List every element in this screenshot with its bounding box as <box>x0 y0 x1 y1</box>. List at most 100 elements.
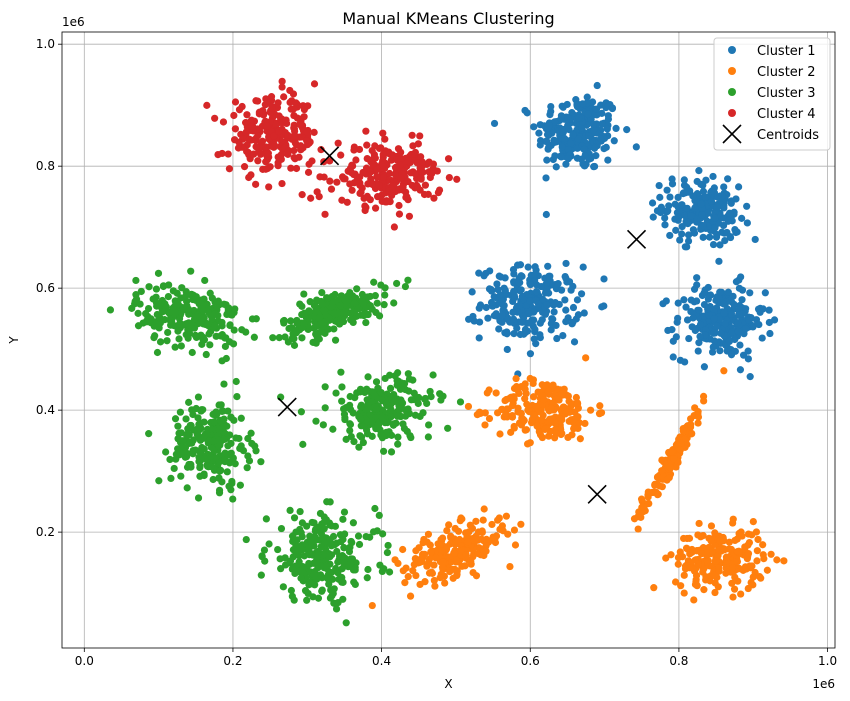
cluster-3-point <box>401 406 409 414</box>
cluster-3-point <box>196 463 204 472</box>
cluster-1-point <box>551 138 559 146</box>
cluster-4-point <box>284 146 292 155</box>
cluster-3-point <box>194 494 203 502</box>
cluster-3-point <box>403 427 411 436</box>
cluster-3-point <box>206 452 214 461</box>
cluster-3-point <box>389 421 398 429</box>
cluster-1-point <box>550 308 558 316</box>
centroid-markers <box>277 146 647 504</box>
cluster-3-point <box>325 552 334 561</box>
cluster-3-point <box>170 464 178 473</box>
cluster-1-point <box>668 326 676 334</box>
cluster-3-point <box>386 384 395 392</box>
cluster-2-point <box>744 549 753 558</box>
cluster-1-point <box>468 288 476 296</box>
cluster-4-point <box>395 210 404 218</box>
cluster-3-point <box>229 340 238 348</box>
cluster-3-point <box>330 585 338 593</box>
cluster-3-point <box>182 415 190 423</box>
cluster-1-point <box>691 204 699 212</box>
cluster-3-point <box>339 578 347 586</box>
cluster-3-point <box>339 515 347 523</box>
cluster-2-point <box>412 571 420 580</box>
cluster-2-point <box>725 538 733 546</box>
x-axis-offset-label: 1e6 <box>812 677 835 691</box>
cluster-2-point <box>691 556 699 564</box>
cluster-3-point <box>208 294 216 302</box>
cluster-3-point <box>310 519 318 527</box>
cluster-1-point <box>693 297 701 305</box>
cluster-2-point <box>472 572 481 580</box>
cluster-3-point <box>363 293 372 301</box>
cluster-4-point <box>280 93 288 101</box>
y-axis-offset-label: 1e6 <box>62 15 85 29</box>
cluster-2-point <box>532 402 540 411</box>
cluster-3-point <box>134 309 142 317</box>
cluster-4-point <box>352 156 360 164</box>
cluster-3-point <box>368 305 376 313</box>
cluster-3-point <box>174 422 182 430</box>
cluster-2-point <box>514 404 522 412</box>
cluster-3-point <box>340 544 348 552</box>
cluster-3-point <box>247 429 255 437</box>
cluster-3-point <box>183 302 191 310</box>
cluster-3-point <box>340 309 348 317</box>
cluster-1-point <box>707 197 716 206</box>
cluster-2-point <box>744 530 753 538</box>
x-tick-label: 0.8 <box>669 654 688 668</box>
cluster-2-point <box>753 557 761 565</box>
cluster-3-point <box>425 421 433 429</box>
cluster-3-point <box>298 546 306 554</box>
cluster-2-point <box>464 402 473 411</box>
centroid-marker <box>277 397 297 417</box>
cluster-1-point <box>736 341 744 349</box>
cluster-3-point <box>198 314 206 322</box>
cluster-1-point <box>523 109 531 117</box>
cluster-1-point <box>697 180 705 188</box>
cluster-1-point <box>519 312 528 321</box>
cluster-1-point <box>551 298 559 307</box>
cluster-3-point <box>384 541 392 550</box>
cluster-1-point <box>710 189 719 197</box>
cluster-2-point <box>478 527 486 535</box>
cluster-1-point <box>663 186 671 194</box>
cluster-3-point <box>231 305 239 313</box>
cluster-1-point <box>684 231 693 239</box>
cluster-2-point <box>680 534 688 543</box>
cluster-2-point <box>711 529 719 537</box>
cluster-3-point <box>215 426 223 434</box>
cluster-2-point <box>570 424 578 433</box>
cluster-1-point <box>543 130 552 139</box>
cluster-3-point <box>287 586 295 595</box>
cluster-2-point <box>666 463 674 471</box>
cluster-1-point <box>717 329 725 337</box>
cluster-1-point <box>532 288 541 296</box>
cluster-4-point <box>343 198 351 206</box>
cluster-2-point <box>504 530 512 538</box>
cluster-2-point <box>694 413 703 421</box>
cluster-4-point <box>278 83 286 91</box>
cluster-3-point <box>171 343 179 351</box>
cluster-1-point <box>498 311 506 320</box>
cluster-3-point <box>296 507 304 516</box>
cluster-2-point <box>545 432 553 440</box>
cluster-2-point <box>555 396 563 404</box>
cluster-3-point <box>330 540 338 549</box>
cluster-3-point <box>155 300 163 309</box>
cluster-2-point <box>432 554 440 562</box>
cluster-3-point <box>306 298 314 306</box>
cluster-1-point <box>509 308 517 316</box>
cluster-3-point <box>378 397 386 405</box>
y-tick-label: 0.4 <box>36 403 55 417</box>
cluster-3-point <box>172 455 180 463</box>
cluster-3-point <box>232 377 240 386</box>
cluster-1-point <box>744 347 752 355</box>
cluster-4-point <box>290 125 298 133</box>
cluster-2-point <box>503 405 511 413</box>
cluster-1-point <box>584 110 592 118</box>
cluster-4-point <box>411 148 420 157</box>
cluster-1-point <box>564 113 572 122</box>
cluster-1-point <box>524 263 532 271</box>
cluster-4-point <box>243 147 251 156</box>
cluster-3-point <box>358 298 367 306</box>
